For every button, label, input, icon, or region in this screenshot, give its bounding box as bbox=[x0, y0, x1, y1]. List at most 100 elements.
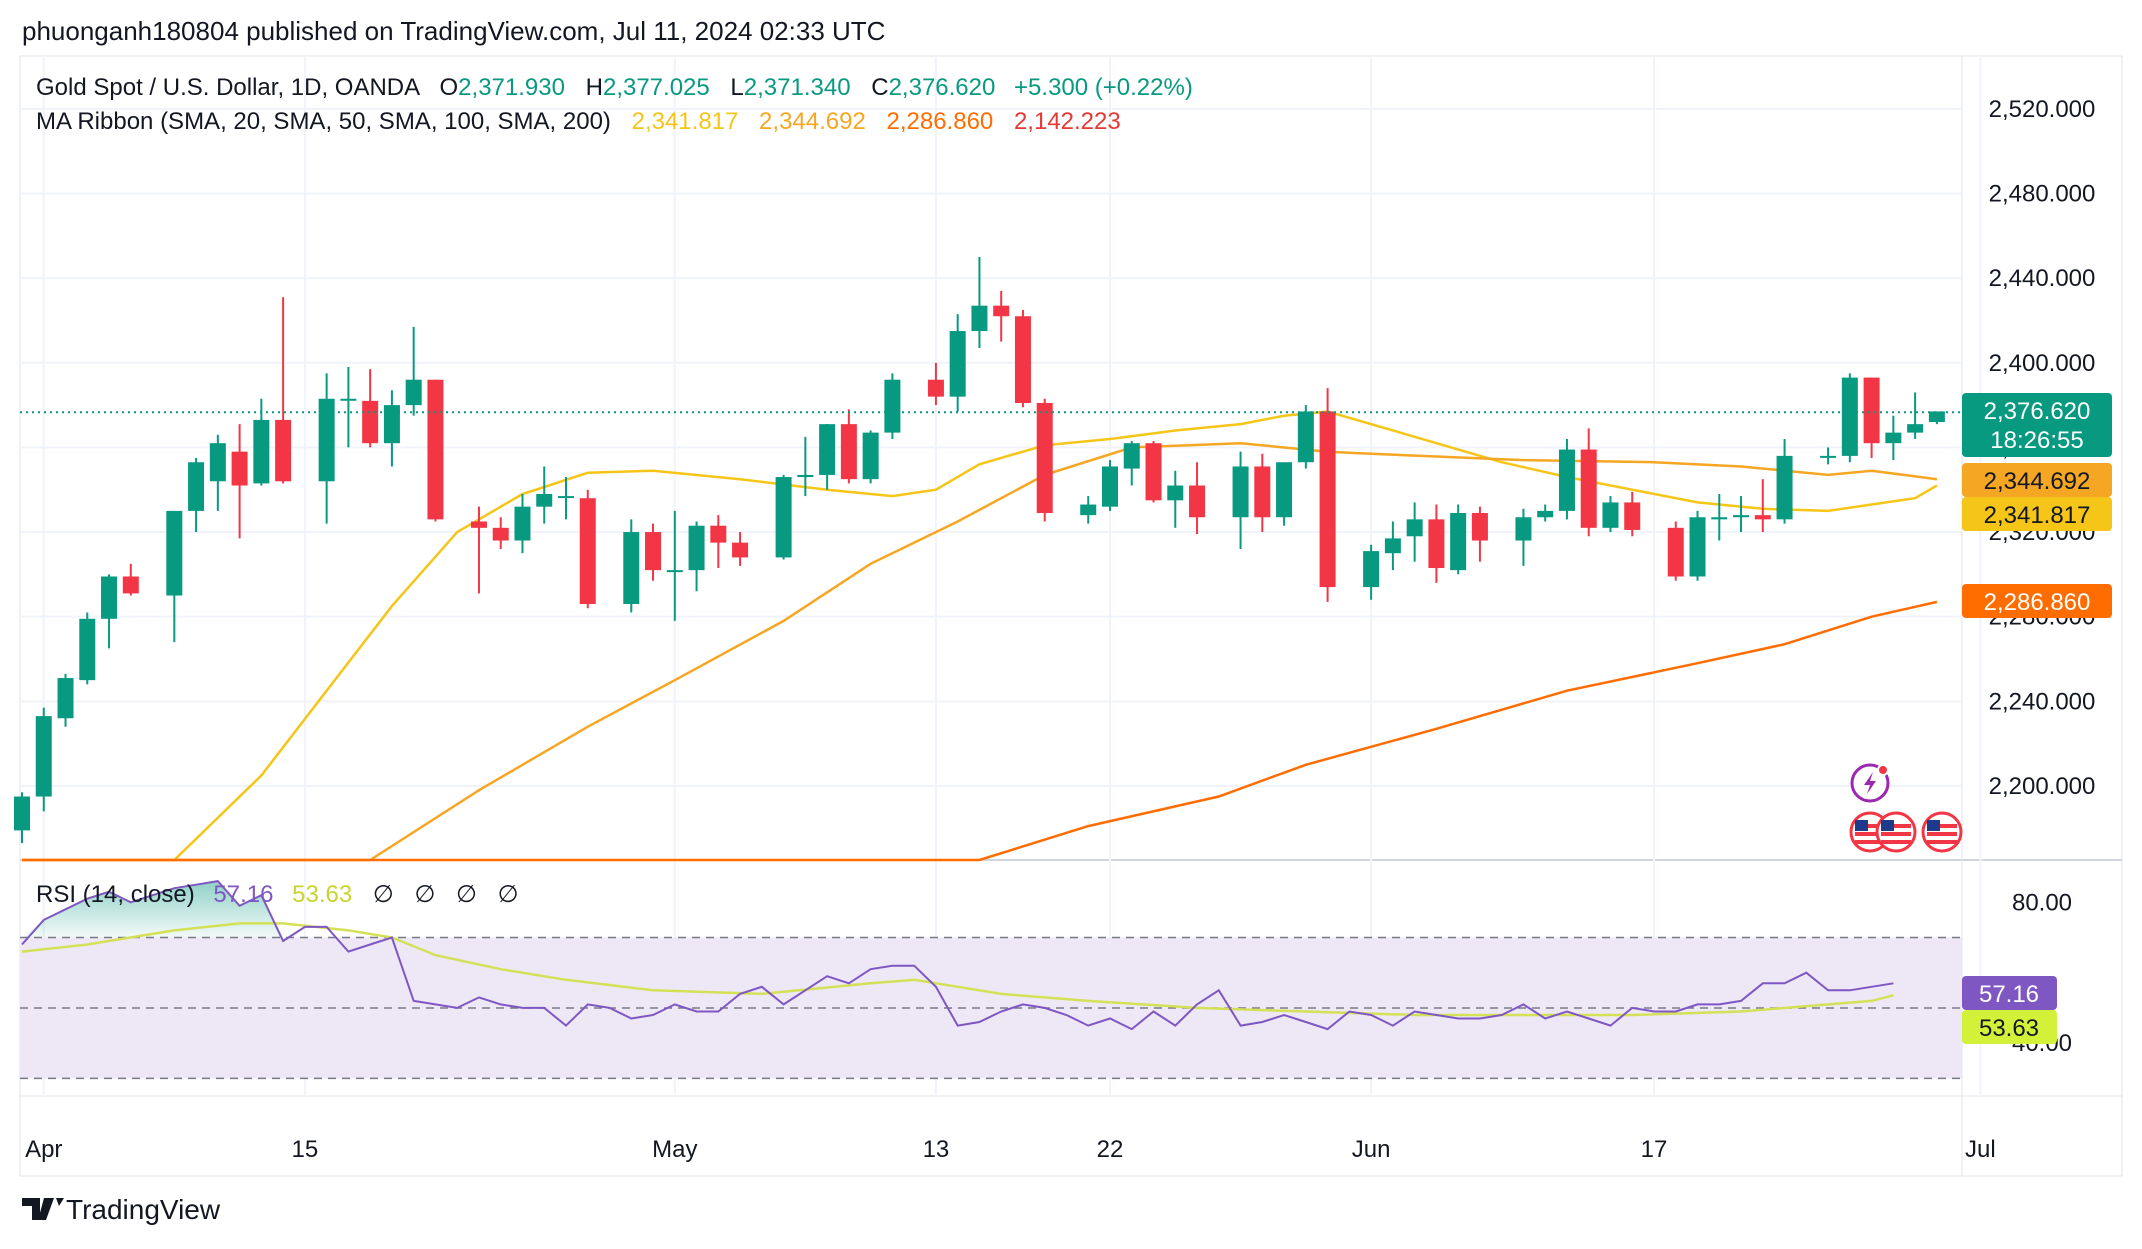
symbol-label: Gold Spot / U.S. Dollar, 1D, OANDA bbox=[36, 74, 420, 101]
price-tick-label: 2,520.000 bbox=[1989, 96, 2096, 123]
candle[interactable] bbox=[1189, 462, 1206, 535]
candle[interactable] bbox=[579, 489, 596, 609]
candle[interactable] bbox=[623, 519, 640, 613]
candle[interactable] bbox=[1145, 441, 1162, 503]
candle[interactable] bbox=[514, 493, 531, 554]
candle[interactable] bbox=[79, 612, 96, 685]
candle[interactable] bbox=[536, 466, 553, 524]
candle[interactable] bbox=[1537, 504, 1554, 522]
candle[interactable] bbox=[840, 409, 857, 484]
candle[interactable] bbox=[318, 373, 335, 524]
candle[interactable] bbox=[14, 792, 30, 844]
candle[interactable] bbox=[57, 673, 74, 727]
candle[interactable] bbox=[1014, 309, 1031, 408]
candle[interactable] bbox=[1276, 462, 1293, 526]
candle[interactable] bbox=[492, 517, 509, 549]
candle[interactable] bbox=[993, 290, 1010, 342]
candle[interactable] bbox=[1102, 460, 1118, 511]
candle[interactable] bbox=[405, 326, 422, 416]
candle[interactable] bbox=[1515, 508, 1532, 566]
candle[interactable] bbox=[1167, 470, 1184, 528]
candle[interactable] bbox=[1841, 373, 1858, 463]
candle[interactable] bbox=[1580, 428, 1597, 537]
candle-body bbox=[1907, 424, 1924, 433]
candle[interactable] bbox=[166, 510, 183, 643]
candle[interactable] bbox=[797, 436, 814, 497]
candle[interactable] bbox=[645, 523, 662, 581]
candle[interactable] bbox=[1733, 496, 1750, 533]
candle-body bbox=[536, 493, 553, 507]
rsi-legend[interactable]: RSI (14, close) 57.16 53.63 ∅ ∅ ∅ ∅ bbox=[36, 881, 519, 908]
candle[interactable] bbox=[383, 390, 400, 467]
candle-body bbox=[1450, 513, 1467, 571]
candle[interactable] bbox=[1428, 504, 1445, 583]
candle[interactable] bbox=[209, 434, 226, 511]
ma100-price-tag: 2,286.860 bbox=[1962, 584, 2112, 618]
candle[interactable] bbox=[1384, 521, 1401, 571]
candle[interactable] bbox=[231, 424, 248, 539]
candle[interactable] bbox=[275, 297, 292, 484]
candle[interactable] bbox=[1319, 388, 1336, 602]
candle[interactable] bbox=[949, 314, 966, 412]
candle[interactable] bbox=[1885, 415, 1902, 461]
candle[interactable] bbox=[819, 424, 836, 490]
lightning-event-icon[interactable] bbox=[1850, 763, 1890, 803]
candle[interactable] bbox=[1776, 438, 1793, 524]
candle[interactable] bbox=[971, 257, 988, 348]
candle[interactable] bbox=[732, 532, 749, 566]
candle[interactable] bbox=[1363, 544, 1380, 600]
candle-body bbox=[470, 521, 487, 528]
candle[interactable] bbox=[1450, 504, 1467, 575]
candle[interactable] bbox=[1624, 491, 1641, 537]
time-axis[interactable]: Apr15May1322Jun17Jul15 bbox=[25, 1136, 2142, 1163]
candle[interactable] bbox=[1036, 398, 1053, 522]
candle[interactable] bbox=[666, 510, 683, 621]
candle[interactable] bbox=[340, 367, 357, 448]
ma-ribbon-legend[interactable]: MA Ribbon (SMA, 20, SMA, 50, SMA, 100, S… bbox=[36, 108, 1121, 135]
candle[interactable] bbox=[1754, 479, 1771, 533]
svg-text:53.63: 53.63 bbox=[1979, 1015, 2039, 1042]
candle[interactable] bbox=[1820, 447, 1837, 465]
candle-body bbox=[797, 474, 814, 478]
candle[interactable] bbox=[1254, 453, 1271, 533]
candle[interactable] bbox=[1406, 502, 1423, 562]
candle[interactable] bbox=[35, 707, 52, 812]
us-flag-icon[interactable] bbox=[1875, 811, 1917, 853]
candle[interactable] bbox=[1711, 493, 1728, 541]
candle[interactable] bbox=[1471, 506, 1488, 562]
candle[interactable] bbox=[427, 379, 444, 522]
candle[interactable] bbox=[1123, 441, 1140, 486]
candle[interactable] bbox=[362, 369, 379, 448]
candle[interactable] bbox=[1907, 392, 1924, 439]
candle[interactable] bbox=[1232, 451, 1249, 549]
time-tick-label: 17 bbox=[1641, 1136, 1668, 1163]
candle[interactable] bbox=[101, 574, 118, 649]
candle-body bbox=[383, 405, 400, 444]
candle[interactable] bbox=[188, 458, 205, 533]
candle[interactable] bbox=[927, 362, 944, 406]
candle[interactable] bbox=[1297, 405, 1314, 469]
candle[interactable] bbox=[884, 373, 901, 439]
candle[interactable] bbox=[1667, 521, 1684, 581]
candle[interactable] bbox=[1863, 377, 1880, 458]
candle[interactable] bbox=[122, 563, 139, 596]
candle[interactable] bbox=[710, 515, 727, 569]
candle[interactable] bbox=[1928, 411, 1945, 425]
candle[interactable] bbox=[470, 506, 487, 594]
ohlc-legend[interactable]: Gold Spot / U.S. Dollar, 1D, OANDA O2,37… bbox=[36, 74, 1193, 101]
brand-name: TradingView bbox=[66, 1194, 221, 1225]
candle[interactable] bbox=[1689, 510, 1706, 581]
candle[interactable] bbox=[1558, 438, 1575, 520]
candle[interactable] bbox=[775, 474, 792, 560]
candle[interactable] bbox=[558, 477, 574, 520]
candle[interactable] bbox=[688, 521, 705, 592]
candle[interactable] bbox=[862, 430, 879, 484]
candle[interactable] bbox=[1080, 496, 1097, 524]
us-flag-icon[interactable] bbox=[1921, 811, 1963, 853]
candle[interactable] bbox=[1602, 496, 1619, 533]
tradingview-logo[interactable]: TradingView bbox=[22, 1194, 221, 1225]
candle-body bbox=[1558, 449, 1575, 511]
candlestick-series[interactable] bbox=[14, 257, 1945, 844]
